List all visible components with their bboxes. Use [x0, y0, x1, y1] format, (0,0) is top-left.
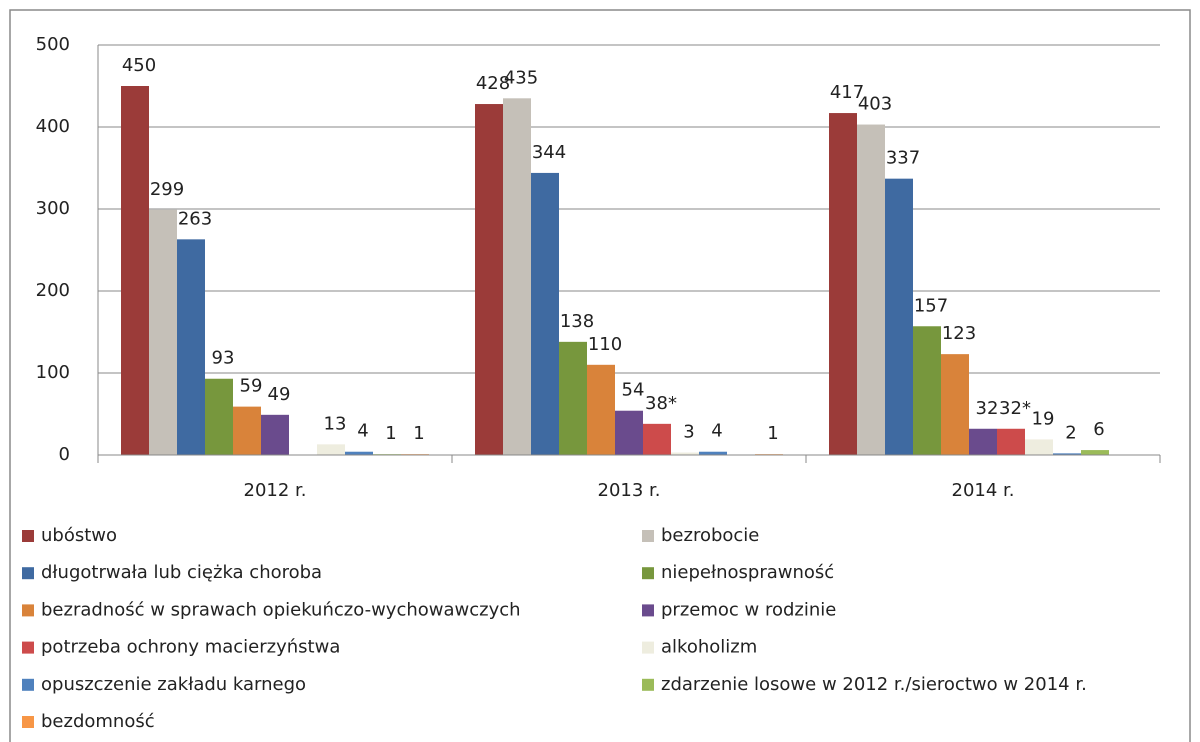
bar: [587, 364, 615, 455]
bar: [531, 172, 559, 456]
legend-label: niepełnosprawność: [661, 562, 834, 583]
legend-swatch: [22, 716, 34, 728]
data-label: 138: [560, 311, 594, 332]
bar: [121, 86, 149, 455]
legend-swatch: [22, 604, 34, 617]
bar: [149, 209, 177, 455]
data-label: 1: [767, 423, 778, 444]
y-tick-label: 0: [59, 444, 70, 465]
x-tick-label: 2012 r.: [244, 480, 307, 501]
data-label: 4: [711, 421, 722, 442]
legend-label: długotrwała lub ciężka choroba: [41, 562, 322, 583]
data-label: 38*: [645, 393, 677, 414]
bar: [643, 423, 671, 455]
data-label: 123: [942, 323, 976, 344]
legend-swatch: [22, 567, 34, 580]
bar: [261, 414, 289, 455]
legend-swatch: [642, 530, 654, 542]
data-label: 344: [532, 142, 566, 163]
bar: [475, 104, 503, 455]
legend-swatch: [642, 678, 654, 691]
data-label: 110: [588, 334, 622, 355]
legend-label: przemoc w rodzinie: [661, 599, 836, 620]
data-label: 54: [622, 380, 645, 401]
bar: [615, 410, 643, 455]
frame: [9, 9, 1191, 742]
data-label: 263: [178, 208, 212, 229]
bar: [503, 98, 531, 456]
data-label: 1: [385, 423, 396, 444]
data-label: 93: [212, 348, 235, 369]
legend-label: potrzeba ochrony macierzyństwa: [41, 637, 340, 658]
bar: [205, 378, 233, 455]
y-tick-label: 300: [36, 198, 70, 219]
legend-swatch: [642, 567, 654, 580]
legend-swatch: [22, 641, 34, 654]
data-label: 428: [476, 73, 510, 94]
data-label: 1: [413, 423, 424, 444]
bar: [177, 239, 205, 455]
y-tick-label: 400: [36, 116, 70, 137]
bar: [969, 428, 997, 455]
legend-label: alkoholizm: [661, 637, 757, 658]
bar: [345, 451, 373, 455]
legend-swatch: [642, 604, 654, 617]
data-label: 337: [886, 148, 920, 169]
data-label: 157: [914, 295, 948, 316]
legend-label: opuszczenie zakładu karnego: [41, 674, 306, 695]
bar: [559, 341, 587, 455]
bar: [857, 124, 885, 455]
data-label: 59: [240, 376, 263, 397]
data-label: 299: [150, 179, 184, 200]
data-label: 3: [683, 422, 694, 443]
data-label: 6: [1093, 419, 1104, 440]
y-tick-label: 500: [36, 34, 70, 55]
x-tick-label: 2013 r.: [598, 480, 661, 501]
data-label: 450: [122, 55, 156, 76]
legend-label: bezradność w sprawach opiekuńczo-wychowa…: [41, 599, 521, 620]
data-label: 403: [858, 94, 892, 115]
x-tick-label: 2014 r.: [952, 480, 1015, 501]
bar: [233, 406, 261, 455]
data-label: 13: [324, 413, 347, 434]
bar: [997, 428, 1025, 455]
bar: [317, 444, 345, 455]
data-label: 49: [268, 384, 291, 405]
bar: [671, 452, 699, 455]
data-label: 32: [976, 398, 999, 419]
legend-label: ubóstwo: [41, 525, 117, 546]
bar: [941, 354, 969, 455]
y-tick-label: 100: [36, 362, 70, 383]
bar: [829, 113, 857, 455]
legend-label: bezrobocie: [661, 525, 759, 546]
data-label: 435: [504, 67, 538, 88]
legend-label: zdarzenie losowe w 2012 r./sieroctwo w 2…: [661, 674, 1087, 695]
data-label: 4: [357, 421, 368, 442]
y-tick-label: 200: [36, 280, 70, 301]
data-label: 2: [1065, 422, 1076, 443]
bar: [885, 178, 913, 455]
bar: [913, 326, 941, 455]
legend-swatch: [642, 641, 654, 654]
bar: [1025, 439, 1053, 455]
bar: [1053, 453, 1081, 455]
data-label: 417: [830, 82, 864, 103]
data-label: 32*: [999, 398, 1031, 419]
legend-label: bezdomność: [41, 711, 155, 732]
data-label: 19: [1032, 408, 1055, 429]
bar: [699, 451, 727, 455]
legend-swatch: [22, 678, 34, 691]
legend-swatch: [22, 530, 34, 542]
bar: [1081, 450, 1109, 455]
